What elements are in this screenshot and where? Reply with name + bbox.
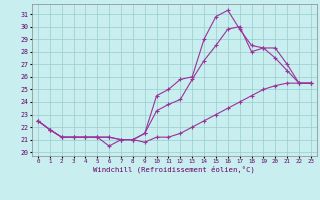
- X-axis label: Windchill (Refroidissement éolien,°C): Windchill (Refroidissement éolien,°C): [93, 166, 255, 173]
